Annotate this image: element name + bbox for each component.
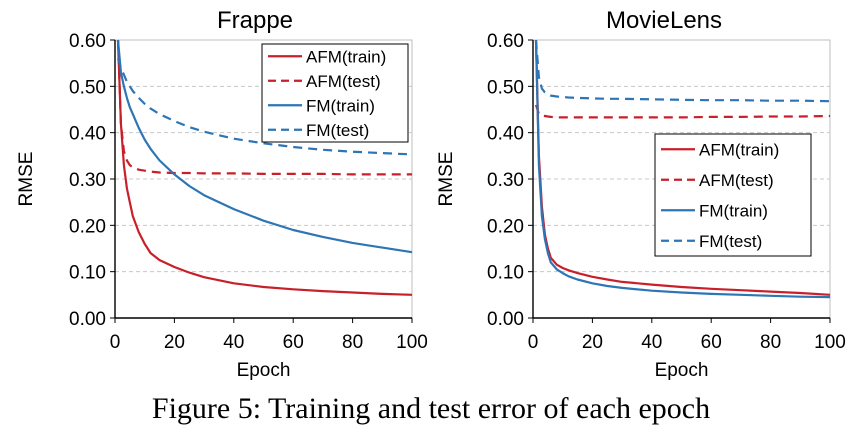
chart2-x-tick-label: 80 bbox=[760, 332, 781, 353]
chart1-legend-label-3: FM(train) bbox=[306, 96, 375, 115]
chart1-y-tick-label: 0.10 bbox=[69, 263, 106, 284]
chart1-x-tick-label: 0 bbox=[110, 332, 121, 353]
chart1-x-tick-label: 60 bbox=[283, 332, 304, 353]
chart1-series-line-1 bbox=[116, 39, 413, 296]
chart1-legend-box bbox=[261, 43, 409, 143]
chart1-series-line-3 bbox=[116, 39, 413, 254]
chart1-legend-label-2: AFM(test) bbox=[306, 72, 381, 91]
chart1-y-axis-label: RMSE bbox=[16, 152, 37, 207]
chart2-y-tick-label: 0.40 bbox=[487, 124, 524, 145]
chart2-legend-box bbox=[654, 133, 812, 257]
chart2-series-line-4 bbox=[534, 39, 831, 103]
chart2-x-tick-label: 40 bbox=[641, 332, 662, 353]
chart1-x-tick-label: 80 bbox=[342, 332, 363, 353]
chart1-legend-label-1: AFM(train) bbox=[306, 47, 386, 66]
chart2-y-tick-label: 0.50 bbox=[487, 77, 524, 98]
chart1-x-tick-label: 20 bbox=[164, 332, 185, 353]
chart1-x-axis-label: Epoch bbox=[237, 360, 291, 381]
chart1-y-tick-label: 0.40 bbox=[69, 124, 106, 145]
chart2-x-tick-label: 100 bbox=[814, 332, 846, 353]
chart2-y-tick-label: 0.60 bbox=[487, 31, 524, 52]
chart2-legend-label-4: FM(test) bbox=[699, 232, 762, 251]
chart2-y-tick-label: 0.10 bbox=[487, 263, 524, 284]
chart1-x-tick-label: 40 bbox=[223, 332, 244, 353]
chart2-y-axis-label: RMSE bbox=[436, 152, 457, 207]
chart1-series-line-4 bbox=[116, 58, 413, 156]
chart1-y-tick-label: 0.20 bbox=[69, 216, 106, 237]
chart2-x-axis-label: Epoch bbox=[655, 360, 709, 381]
chart1-series-line-2 bbox=[116, 39, 412, 176]
chart1-legend-label-4: FM(test) bbox=[306, 121, 369, 140]
chart2-y-tick-label: 0.30 bbox=[487, 170, 524, 191]
chart2-y-tick-label: 0.00 bbox=[487, 309, 524, 330]
figure-caption: Figure 5: Training and test error of eac… bbox=[151, 392, 711, 425]
chart1-title: Frappe bbox=[217, 7, 293, 34]
chart1-y-tick-label: 0.50 bbox=[69, 77, 106, 98]
chart2-legend-label-2: AFM(test) bbox=[699, 171, 774, 190]
chart1-y-tick-label: 0.30 bbox=[69, 170, 106, 191]
line-charts: 0.00 0.10 0.20 0.30 0.40 0.50 0.60 0 20 40 60 80 100… bbox=[16, 7, 846, 381]
chart1-y-tick-label: 0.00 bbox=[69, 309, 106, 330]
chart1-x-tick-label: 100 bbox=[396, 332, 428, 353]
chart2-legend-label-1: AFM(train) bbox=[699, 140, 779, 159]
chart1-y-tick-label: 0.60 bbox=[69, 31, 106, 52]
chart2-y-tick-label: 0.20 bbox=[487, 216, 524, 237]
chart2-title: MovieLens bbox=[606, 7, 722, 34]
chart2-series-line-2 bbox=[534, 104, 831, 119]
chart2-x-tick-label: 60 bbox=[701, 332, 722, 353]
chart2-x-tick-label: 20 bbox=[582, 332, 603, 353]
chart2-x-tick-label: 0 bbox=[528, 332, 539, 353]
chart2-legend-label-3: FM(train) bbox=[699, 201, 768, 220]
chart2-series-line-3 bbox=[534, 39, 831, 299]
